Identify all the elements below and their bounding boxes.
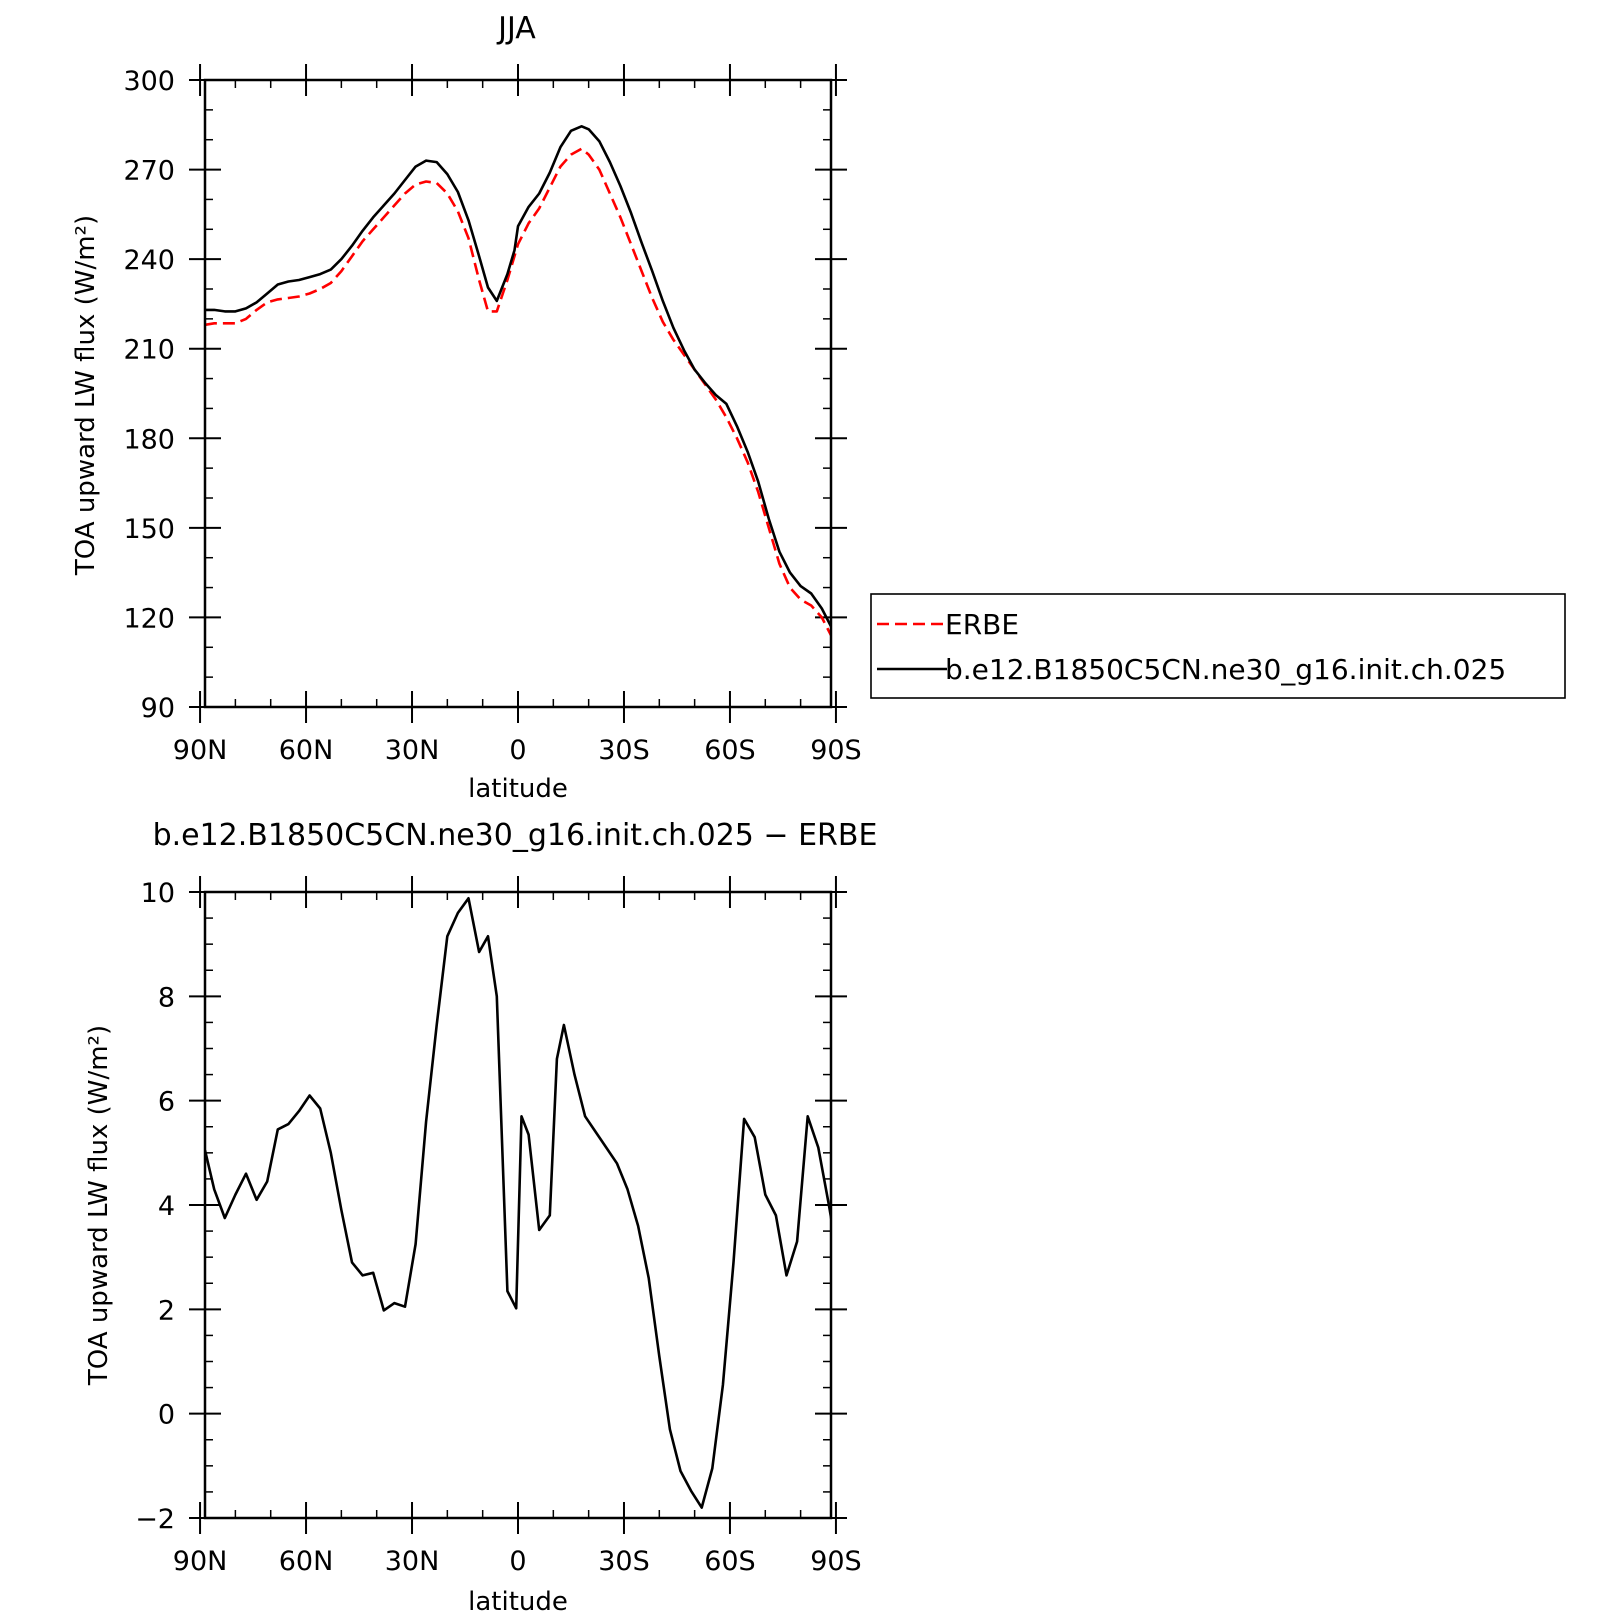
legend: ERBE b.e12.B1850C5CN.ne30_g16.init.ch.02… xyxy=(870,593,1566,699)
top-xtick-label: 30S xyxy=(598,735,650,766)
legend-box xyxy=(870,593,1566,699)
top-xtick-label: 60S xyxy=(704,735,756,766)
bottom-xtick-label: 0 xyxy=(509,1546,526,1577)
top-chart-ticks: 90N 60N 30N 0 30S 60S 90S 90 120 150 180 210 240 270 3… xyxy=(123,64,862,766)
bottom-chart-ticks: 90N 60N 30N 0 30S 60S 90S −2 0 2 4 6 8 10 xyxy=(135,876,862,1577)
bottom-chart-frame xyxy=(203,890,833,1520)
top-series-line-1 xyxy=(205,125,831,627)
top-ytick-label: 300 xyxy=(123,66,175,97)
bottom-xtick-label: 60N xyxy=(279,1546,334,1577)
bottom-chart: b.e12.B1850C5CN.ne30_g16.init.ch.025 − E… xyxy=(84,818,877,1613)
top-xtick-label: 0 xyxy=(509,735,526,766)
top-chart-xlabel: latitude xyxy=(468,774,568,804)
top-xtick-label: 90S xyxy=(810,735,862,766)
bottom-chart-series xyxy=(205,897,831,1509)
top-ytick-label: 150 xyxy=(123,514,175,545)
top-ytick-label: 270 xyxy=(123,156,175,187)
legend-model-label: b.e12.B1850C5CN.ne30_g16.init.ch.025 xyxy=(945,653,1506,686)
top-chart-frame xyxy=(203,78,833,709)
bottom-xtick-label: 30S xyxy=(598,1546,650,1577)
bottom-chart-ylabel: TOA upward LW flux (W/m²) xyxy=(84,1025,114,1386)
top-xtick-label: 90N xyxy=(173,735,228,766)
bottom-xtick-label: 30N xyxy=(385,1546,440,1577)
bottom-ytick-label: 6 xyxy=(158,1087,175,1118)
top-xtick-label: 30N xyxy=(385,735,440,766)
top-chart: JJA 90N 60N 30N 0 30S 60S 90S 90 120 150 180 210 240… xyxy=(71,11,862,804)
bottom-ytick-label: 0 xyxy=(158,1400,175,1431)
bottom-ytick-label: 8 xyxy=(158,982,175,1013)
top-ytick-label: 120 xyxy=(123,603,175,634)
top-chart-series xyxy=(205,125,831,636)
bottom-series-line-0 xyxy=(205,897,831,1509)
top-ytick-label: 240 xyxy=(123,245,175,276)
bottom-xtick-label: 90N xyxy=(173,1546,228,1577)
top-series-line-0 xyxy=(205,147,831,636)
bottom-xtick-label: 60S xyxy=(704,1546,756,1577)
bottom-chart-xlabel: latitude xyxy=(468,1587,568,1613)
bottom-xtick-label: 90S xyxy=(810,1546,862,1577)
top-xtick-label: 60N xyxy=(279,735,334,766)
legend-erbe-label: ERBE xyxy=(945,608,1019,641)
top-chart-ylabel: TOA upward LW flux (W/m²) xyxy=(71,215,101,576)
top-ytick-label: 210 xyxy=(123,335,175,366)
bottom-ytick-label: 4 xyxy=(158,1191,175,1222)
top-ytick-label: 90 xyxy=(141,693,175,724)
bottom-ytick-label: 2 xyxy=(158,1295,175,1326)
bottom-ytick-label: −2 xyxy=(135,1504,175,1535)
bottom-ytick-label: 10 xyxy=(141,878,175,909)
bottom-chart-title: b.e12.B1850C5CN.ne30_g16.init.ch.025 − E… xyxy=(153,818,878,853)
top-ytick-label: 180 xyxy=(123,424,175,455)
top-chart-title: JJA xyxy=(496,11,536,46)
